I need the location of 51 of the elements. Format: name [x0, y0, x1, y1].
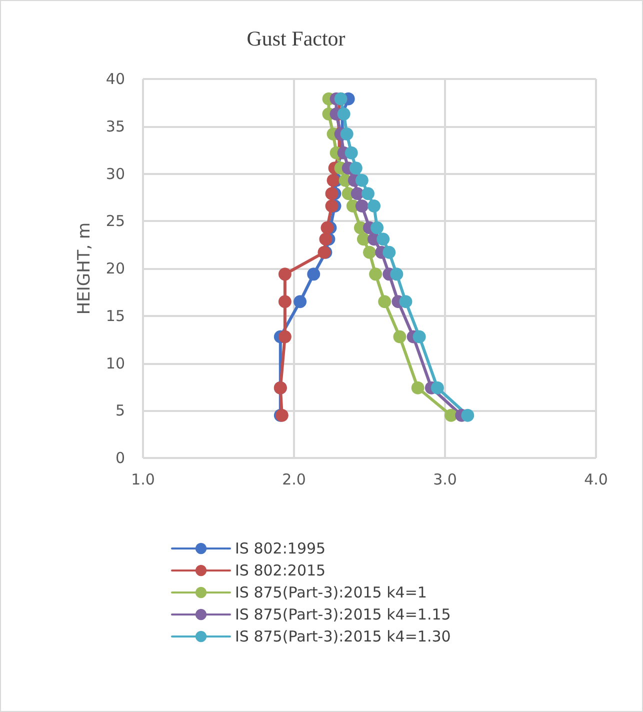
- point: [430, 381, 444, 394]
- y-tick-label: 20: [106, 260, 125, 278]
- point: [369, 268, 382, 281]
- point: [378, 295, 392, 308]
- point: [444, 408, 458, 422]
- point: [461, 408, 474, 422]
- y-axis-title: HEIGHT, m: [74, 222, 94, 315]
- point: [344, 146, 358, 160]
- y-tick-label: 25: [106, 212, 125, 230]
- point: [393, 330, 406, 344]
- legend-label: IS 875(Part-3):2015 k4=1.30: [235, 628, 451, 646]
- point: [399, 295, 412, 308]
- point: [411, 381, 424, 394]
- point: [363, 246, 376, 259]
- point: [355, 174, 368, 187]
- y-tick-label: 30: [106, 164, 125, 183]
- point: [340, 127, 354, 140]
- legend-label: IS 875(Part-3):2015 k4=1.15: [235, 606, 451, 624]
- legend-label: IS 875(Part-3):2015 k4=1: [235, 584, 427, 602]
- point: [325, 199, 338, 212]
- point: [278, 330, 292, 344]
- x-tick-label: 4.0: [584, 470, 608, 488]
- x-tick-label: 1.0: [131, 470, 155, 488]
- point: [355, 199, 368, 212]
- point: [307, 268, 320, 281]
- point: [349, 162, 362, 175]
- point: [368, 199, 381, 212]
- legend-label: IS 802:2015: [235, 562, 326, 580]
- y-tick-label: 15: [106, 306, 125, 325]
- point: [325, 187, 338, 200]
- chart-title: Gust Factor: [246, 26, 346, 50]
- x-tick-label: 3.0: [433, 470, 457, 488]
- point: [319, 232, 332, 246]
- y-tick-label: 5: [115, 402, 125, 420]
- point: [412, 330, 426, 344]
- y-tick-label: 40: [106, 70, 125, 88]
- y-tick-label: 35: [106, 117, 125, 136]
- point: [390, 268, 404, 281]
- point: [294, 295, 307, 308]
- point: [370, 221, 384, 234]
- point: [278, 268, 292, 281]
- x-tick-label: 2.0: [282, 470, 306, 488]
- point: [320, 221, 334, 234]
- point: [376, 232, 390, 246]
- point: [350, 187, 364, 200]
- legend-label: IS 802:1995: [235, 540, 326, 558]
- point: [278, 295, 292, 308]
- y-tick-label: 0: [115, 449, 125, 467]
- y-tick-label: 10: [106, 354, 125, 372]
- point: [382, 246, 396, 259]
- point: [362, 187, 374, 200]
